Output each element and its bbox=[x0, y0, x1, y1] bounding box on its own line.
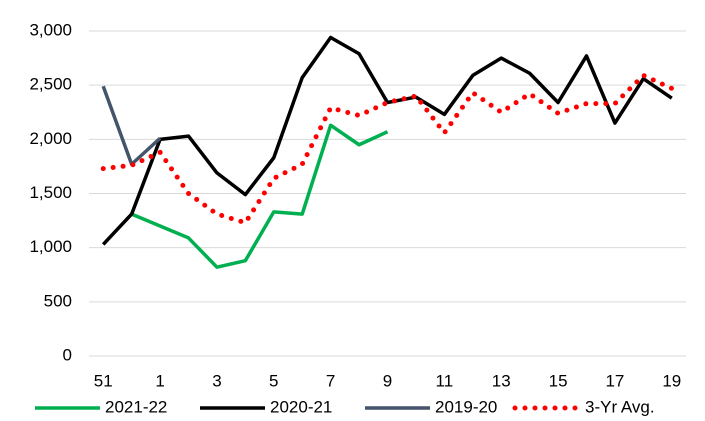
legend-label: 2020-21 bbox=[270, 397, 332, 416]
x-tick-label: 17 bbox=[605, 371, 624, 390]
legend-label: 3-Yr Avg. bbox=[585, 397, 655, 416]
x-tick-label: 11 bbox=[436, 371, 454, 390]
x-tick-label: 7 bbox=[326, 371, 335, 390]
x-tick-label: 5 bbox=[269, 371, 278, 390]
y-tick-label: 0 bbox=[63, 345, 72, 364]
x-tick-label: 15 bbox=[549, 371, 568, 390]
series-line bbox=[100, 72, 675, 226]
y-tick-label: 3,000 bbox=[29, 20, 72, 39]
x-tick-label: 19 bbox=[662, 371, 681, 390]
series-line bbox=[130, 123, 389, 269]
y-tick-label: 500 bbox=[44, 291, 72, 310]
x-tick-label: 51 bbox=[94, 371, 113, 390]
legend-label: 2019-20 bbox=[435, 397, 497, 416]
series-line bbox=[101, 85, 162, 166]
series-line bbox=[101, 35, 673, 246]
y-tick-label: 1,500 bbox=[29, 183, 72, 202]
x-tick-label: 9 bbox=[383, 371, 392, 390]
x-tick-label: 1 bbox=[155, 371, 164, 390]
x-tick-label: 13 bbox=[492, 371, 511, 390]
legend-label: 2021-22 bbox=[105, 397, 167, 416]
x-tick-label: 3 bbox=[212, 371, 221, 390]
y-tick-label: 2,000 bbox=[29, 129, 72, 148]
y-tick-label: 2,500 bbox=[29, 75, 72, 94]
y-tick-label: 1,000 bbox=[29, 237, 72, 256]
